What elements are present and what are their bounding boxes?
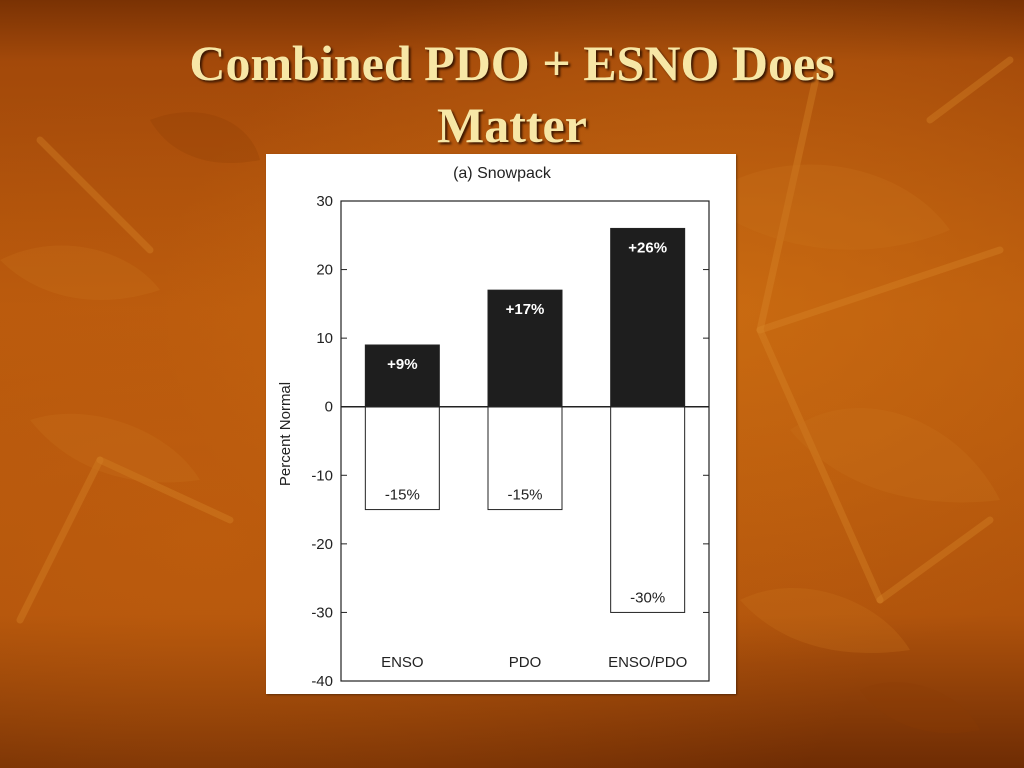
y-tick-label: 30 [316,193,333,210]
bar-data-label: -30% [630,589,665,606]
bar-data-label: +9% [387,356,417,373]
negative-bar [610,406,686,613]
positive-bar [487,289,563,408]
y-tick-label: 20 [316,262,333,279]
x-category-label: PDO [509,654,542,671]
positive-bar [610,227,686,408]
plot-frame [340,200,710,682]
bar-data-label: -15% [507,487,542,504]
snowpack-bar-chart: (a) Snowpack Percent Normal 30 20 10 0 -10 -2… [277,165,710,690]
x-category-label: ENSO [381,654,424,671]
slide-title: Combined PDO + ESNO Does Matter [189,35,835,153]
negative-bar [487,406,563,511]
x-category-label: ENSO/PDO [608,654,687,671]
y-tick-label: -10 [311,467,333,484]
y-tick-label: -40 [311,673,333,690]
chart-title: (a) Snowpack [453,165,552,182]
chart-marks: 30 20 10 0 -10 -20 -30 -40 +9% -15% ENSO +17% -15% PD… [311,193,709,690]
y-tick-label: -20 [311,536,333,553]
y-tick-label: 0 [325,399,333,416]
y-axis-label: Percent Normal [277,382,294,486]
negative-bar [364,406,440,511]
chart-panel: (a) Snowpack Percent Normal 30 20 10 0 -10 -2… [266,154,736,694]
bar-data-label: -15% [385,487,420,504]
bar-data-label: +26% [628,239,667,256]
bar-data-label: +17% [506,301,545,318]
positive-bar [364,344,440,408]
y-tick-label: 10 [316,330,333,347]
y-tick-label: -30 [311,604,333,621]
